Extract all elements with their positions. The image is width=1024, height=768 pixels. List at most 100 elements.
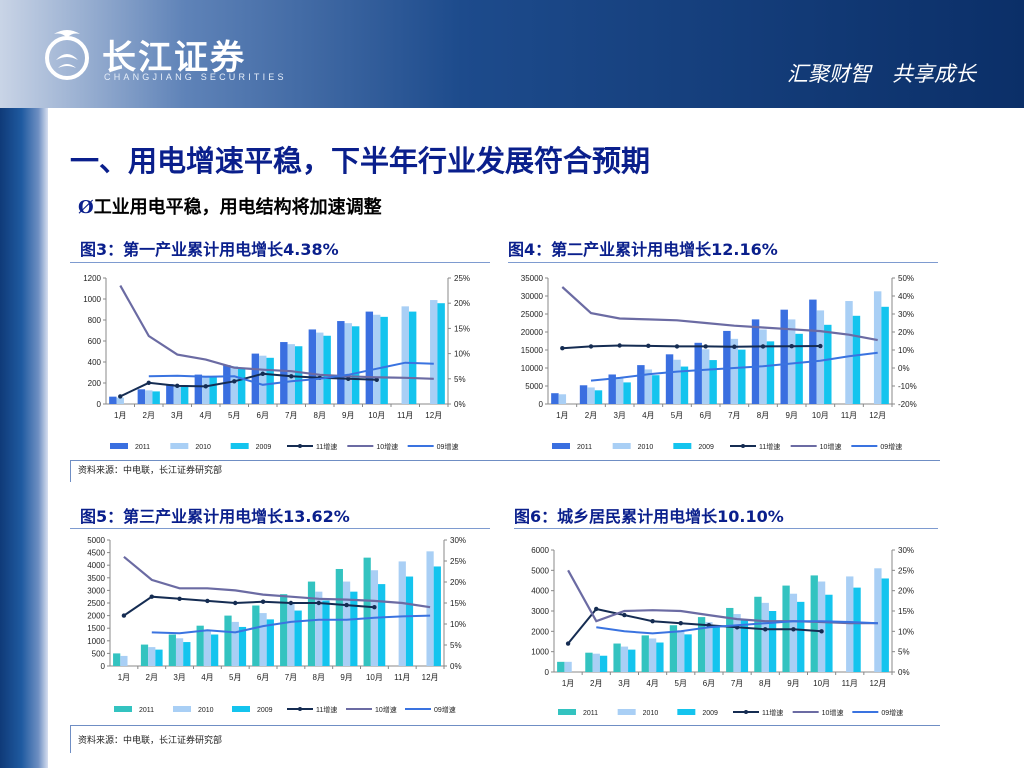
chart-figure-3: 0 200 400 600 800 1000 1200 0% 5% 10% 15% 20% 25% 1月 2… [83,274,470,451]
bar-2011-8月 [754,596,762,672]
line-09增速 [590,351,878,382]
x-tick-label: 6月 [257,411,269,420]
x-tick-label: 12月 [869,679,886,688]
bar-2010-7月 [287,344,295,404]
x-tick-label: 6月 [703,679,715,688]
left-tick-label: 5000 [525,382,543,391]
left-tick-label: 3000 [87,586,105,595]
bar-2010-12月 [430,300,438,404]
x-tick-label: 9月 [342,411,354,420]
point-11增速-2月 [594,606,599,612]
right-tick-label: -10% [898,382,917,391]
legend-label-2011: 2011 [583,710,598,717]
right-tick-label: 20% [454,299,470,308]
x-tick-label: 12月 [869,411,886,420]
x-tick-label: 9月 [785,411,797,420]
legend-label-2009: 2009 [698,444,714,451]
point-11增速-9月 [789,344,794,349]
right-tick-label: 10% [454,350,470,359]
bar-2010-7月 [287,603,295,666]
point-11增速-6月 [260,599,266,604]
point-11增速-7月 [732,344,737,349]
point-11增速-3月 [175,383,180,389]
bar-2011-3月 [166,384,174,404]
bar-2011-4月 [641,635,649,672]
bar-2010-5月 [673,359,681,404]
point-11增速-1月 [118,394,123,399]
bar-2010-4月 [203,630,212,666]
left-tick-label: 0 [97,400,102,409]
point-11增速-2月 [146,380,151,386]
bar-2009-12月 [437,303,445,404]
x-tick-label: 3月 [171,411,183,420]
legend-label-2010: 2010 [198,707,214,714]
bar-2009-10月 [380,316,388,404]
bar-2011-8月 [751,319,760,404]
left-tick-label: 0 [545,668,550,677]
bar-2010-3月 [175,638,184,666]
bar-2009-6月 [266,357,274,404]
bar-2010-7月 [730,338,739,404]
right-tick-label: 5% [454,375,466,384]
legend-label-09增速: 09增速 [881,708,903,717]
legend-swatch-2010 [173,706,191,712]
bar-2010-11月 [845,301,853,404]
line-09增速 [151,614,431,635]
page-title: 一、用电增速平稳，下半年行业发展符合预期 [70,144,651,178]
x-tick-label: 8月 [759,679,771,688]
right-tick-label: 0% [454,400,466,409]
x-tick-label: 11月 [397,411,413,420]
left-tick-label: 2000 [531,627,549,636]
bar-2009-6月 [712,627,720,672]
bar-2011-1月 [113,653,121,666]
bar-2010-10月 [816,310,825,404]
bar-2010-10月 [373,314,381,404]
point-11增速-1月 [565,641,571,646]
point-11增速-8月 [316,600,321,606]
bar-2010-6月 [259,613,267,666]
left-tick-label: 20000 [521,328,544,337]
left-tick-label: 0 [539,400,544,409]
bar-2009-4月 [211,634,219,666]
x-tick-label: 3月 [618,679,630,688]
bar-2011-9月 [780,309,788,404]
bar-2009-12月 [881,578,889,672]
point-11增速-1月 [560,346,565,351]
source-note-top: 资料来源：中电联，长江证券研究部 [78,466,223,476]
left-tick-label: 4500 [87,549,105,558]
point-11增速-10月 [819,629,824,634]
x-tick-label: 11月 [841,411,857,420]
x-tick-label: 7月 [285,411,297,420]
x-tick-label: 6月 [699,411,711,420]
bar-2010-9月 [787,319,796,404]
x-tick-label: 10月 [368,411,385,420]
x-tick-label: 2月 [585,411,597,420]
bar-2010-12月 [874,568,882,672]
bar-2011-4月 [196,625,204,666]
bar-2010-11月 [398,561,406,666]
bar-2010-4月 [644,369,653,404]
bar-2009-7月 [294,346,303,404]
line-11增速 [123,595,375,617]
legend-label-11增速: 11增速 [316,442,337,451]
x-tick-label: 1月 [114,411,126,420]
legend-label-11增速: 11增速 [759,442,780,451]
bar-2011-4月 [194,374,203,404]
left-tick-label: 500 [92,649,106,658]
bar-2011-1月 [557,661,565,672]
left-tick-label: 4000 [87,561,105,570]
bar-2010-3月 [615,377,624,404]
legend-label-10增速: 10增速 [822,708,844,717]
x-tick-label: 10月 [366,673,383,682]
legend-label-2009: 2009 [702,710,718,717]
bar-2010-6月 [705,622,713,672]
bar-2011-2月 [140,644,149,666]
bar-2009-11月 [405,576,414,666]
right-tick-label: 25% [898,566,914,575]
bar-2011-7月 [280,594,288,666]
bar-2011-8月 [307,581,316,666]
point-11增速-9月 [346,376,351,381]
right-tick-label: 20% [898,328,914,337]
bar-2009-9月 [795,333,803,404]
bar-2010-9月 [344,323,352,404]
